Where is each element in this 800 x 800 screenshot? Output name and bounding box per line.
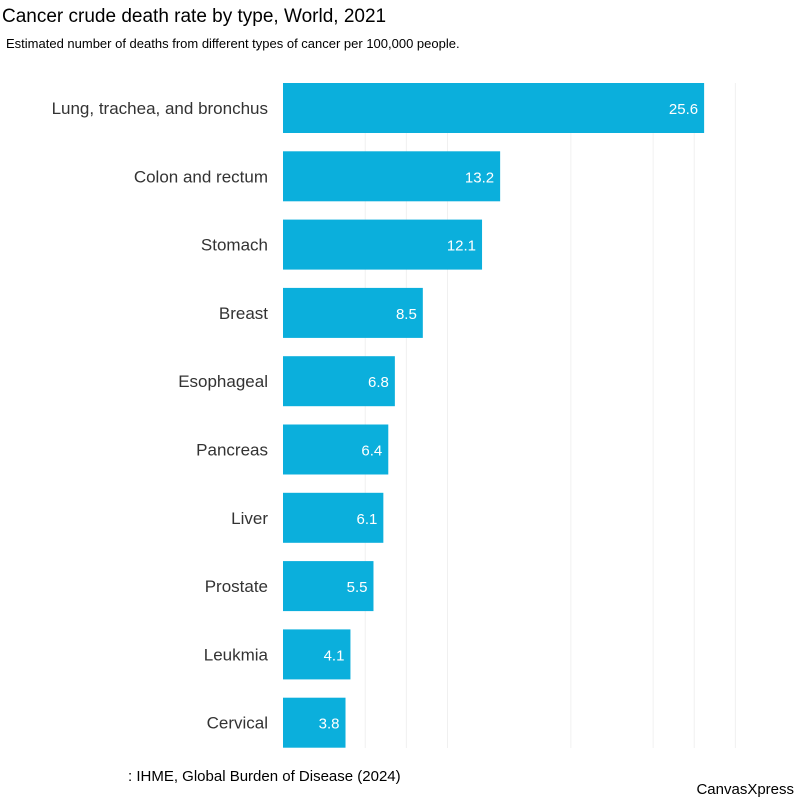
bar-3	[283, 287, 423, 338]
category-label-8: Leukmia	[204, 645, 269, 664]
source-note: : IHME, Global Burden of Disease (2024)	[128, 768, 401, 785]
value-label-0: 25.6	[669, 101, 698, 118]
bar-0	[283, 83, 705, 133]
category-label-1: Colon and rectum	[134, 167, 268, 186]
chart-subtitle: Estimated number of deaths from differen…	[6, 36, 460, 51]
bar-8	[283, 629, 351, 680]
source-prefix: :	[128, 768, 133, 785]
category-label-7: Prostate	[205, 577, 268, 596]
value-label-3: 8.5	[396, 306, 417, 323]
category-label-6: Liver	[231, 509, 268, 528]
value-label-6: 6.1	[356, 511, 377, 528]
value-label-4: 6.8	[368, 374, 389, 391]
value-label-9: 3.8	[319, 716, 340, 733]
value-labels: 25.6 13.2 12.1 8.5 6.8 6.4 6.1 5.5 4.1 3.8	[319, 101, 698, 733]
category-label-0: Lung, trachea, and bronchus	[52, 99, 268, 118]
bar-5	[283, 424, 389, 475]
brand-label: CanvasXpress	[696, 781, 794, 798]
bar-9	[283, 697, 346, 748]
value-label-5: 6.4	[361, 443, 382, 460]
category-label-4: Esophageal	[178, 372, 268, 391]
category-labels: Lung, trachea, and bronchus Colon and rec…	[52, 99, 269, 733]
bar-1	[283, 151, 501, 202]
value-label-8: 4.1	[324, 647, 345, 664]
bar-6	[283, 492, 384, 543]
bar-4	[283, 356, 395, 407]
category-label-3: Breast	[219, 304, 268, 323]
chart-title: Cancer crude death rate by type, World, …	[2, 6, 387, 27]
value-label-2: 12.1	[447, 238, 476, 255]
category-label-5: Pancreas	[196, 441, 268, 460]
bar-2	[283, 219, 483, 270]
bars	[283, 83, 705, 748]
value-label-7: 5.5	[347, 579, 368, 596]
category-label-9: Cervical	[207, 714, 268, 733]
category-label-2: Stomach	[201, 236, 268, 255]
source-text: IHME, Global Burden of Disease (2024)	[136, 768, 401, 785]
value-label-1: 13.2	[465, 169, 494, 186]
bar-7	[283, 561, 374, 612]
